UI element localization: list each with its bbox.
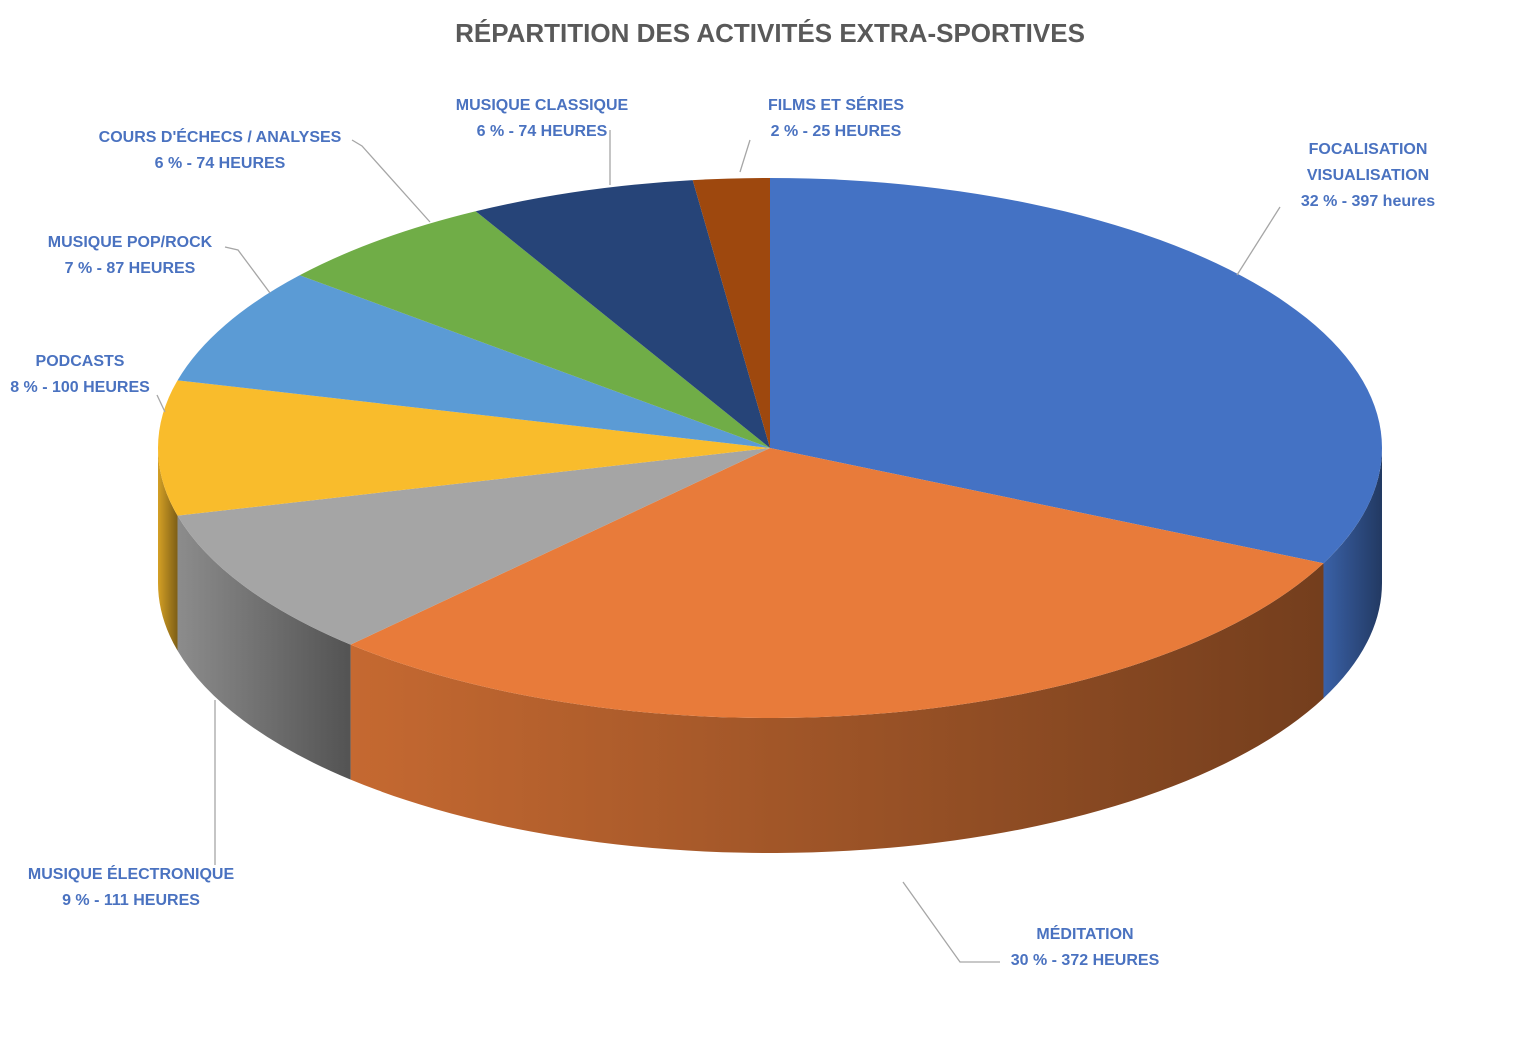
label-category: MUSIQUE CLASSIQUE bbox=[455, 97, 629, 114]
slice-side bbox=[350, 563, 1324, 853]
label-value: 7 % - 87 HEURES bbox=[64, 260, 196, 277]
slice bbox=[299, 211, 770, 448]
leader-line bbox=[224, 246, 271, 294]
data-label: MUSIQUE ÉLECTRONIQUE 9 % - 111 HEURES bbox=[28, 862, 234, 914]
data-label: COURS D'ÉCHECS / ANALYSES 6 % - 74 HEURES bbox=[99, 125, 342, 177]
data-label: MUSIQUE CLASSIQUE 6 % - 74 HEURES bbox=[456, 93, 628, 145]
slice-side bbox=[1323, 448, 1382, 699]
slice bbox=[350, 448, 1324, 718]
data-label: FILMS ET SÉRIES 2 % - 25 HEURES bbox=[768, 93, 904, 145]
label-category: FOCALISATION VISUALISATION bbox=[1306, 141, 1430, 184]
leader-line bbox=[739, 139, 751, 173]
slice bbox=[770, 178, 1382, 564]
slice bbox=[177, 448, 770, 645]
label-category: COURS D'ÉCHECS / ANALYSES bbox=[98, 129, 342, 146]
chart-title: RÉPARTITION DES ACTIVITÉS EXTRA-SPORTIVE… bbox=[455, 18, 1085, 48]
label-value: 6 % - 74 HEURES bbox=[154, 155, 286, 172]
data-label: FOCALISATION VISUALISATION 32 % - 397 heu… bbox=[1288, 137, 1448, 215]
slice bbox=[158, 380, 770, 516]
label-value: 2 % - 25 HEURES bbox=[770, 123, 902, 140]
label-category: FILMS ET SÉRIES bbox=[767, 97, 905, 114]
data-label: MUSIQUE POP/ROCK 7 % - 87 HEURES bbox=[48, 230, 212, 282]
label-value: 8 % - 100 HEURES bbox=[10, 379, 150, 396]
data-label: PODCASTS 8 % - 100 HEURES bbox=[10, 349, 150, 401]
label-category: PODCASTS bbox=[35, 353, 125, 370]
label-category: MUSIQUE ÉLECTRONIQUE bbox=[27, 866, 235, 883]
data-label: MÉDITATION 30 % - 372 HEURES bbox=[1011, 922, 1160, 974]
leader-line bbox=[1236, 206, 1281, 276]
label-category: MÉDITATION bbox=[1036, 926, 1134, 943]
leader-line bbox=[351, 139, 431, 223]
label-value: 32 % - 397 heures bbox=[1300, 193, 1436, 210]
leader-line bbox=[902, 881, 1000, 963]
slice-side bbox=[177, 515, 351, 780]
label-value: 6 % - 74 HEURES bbox=[476, 123, 608, 140]
label-value: 30 % - 372 HEURES bbox=[1010, 952, 1160, 969]
slice bbox=[692, 178, 770, 448]
label-category: MUSIQUE POP/ROCK bbox=[47, 234, 213, 251]
label-value: 9 % - 111 HEURES bbox=[62, 892, 200, 909]
leader-line bbox=[156, 394, 166, 413]
slice-side bbox=[158, 448, 178, 651]
slice bbox=[177, 275, 770, 448]
slice bbox=[475, 180, 770, 449]
